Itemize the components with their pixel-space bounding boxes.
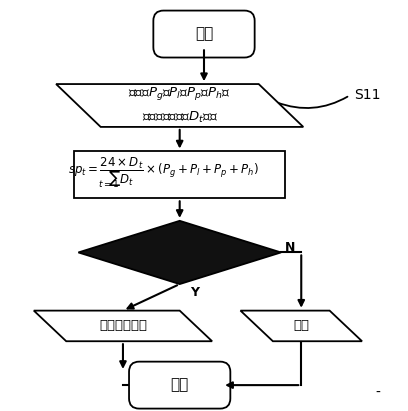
Text: N: N — [285, 241, 295, 254]
Polygon shape — [56, 84, 303, 127]
Text: $t{=}1$: $t{=}1$ — [98, 178, 120, 189]
FancyBboxPatch shape — [129, 362, 231, 409]
FancyBboxPatch shape — [153, 11, 255, 58]
Text: 开始: 开始 — [195, 27, 213, 42]
Text: 输入转移后负荷$D_t$及销: 输入转移后负荷$D_t$及销 — [142, 110, 218, 125]
Text: 输出实时电价: 输出实时电价 — [99, 319, 147, 332]
Text: Y: Y — [190, 286, 199, 299]
Text: S11: S11 — [354, 88, 380, 102]
Polygon shape — [34, 311, 212, 341]
Text: 无解: 无解 — [293, 319, 309, 332]
Polygon shape — [78, 221, 281, 284]
Text: -: - — [376, 386, 381, 400]
Bar — [74, 151, 285, 199]
Polygon shape — [240, 311, 362, 341]
Text: $sp_t = \dfrac{24\times D_t}{\sum D_t}\times(P_g+P_l+P_p+P_h)$: $sp_t = \dfrac{24\times D_t}{\sum D_t}\t… — [68, 155, 259, 189]
Text: 结束: 结束 — [171, 378, 189, 393]
Text: 售电价$P_g$、$P_l$、$P_p$、$P_h$等: 售电价$P_g$、$P_l$、$P_p$、$P_h$等 — [129, 85, 231, 102]
